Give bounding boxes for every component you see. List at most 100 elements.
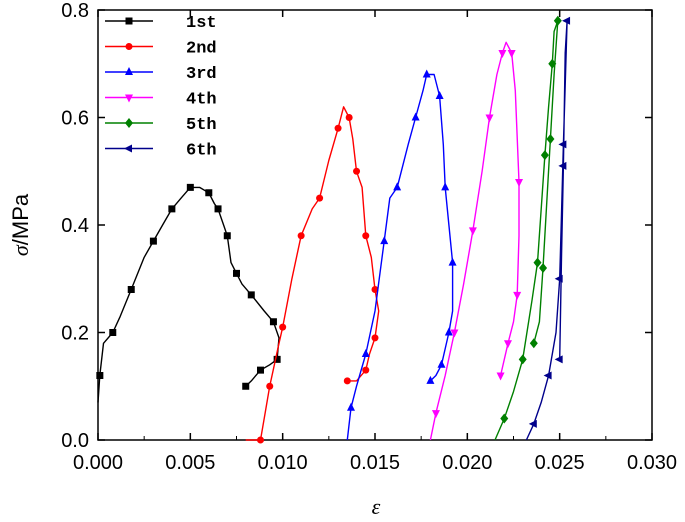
marker-triangle-up [125, 67, 133, 75]
marker-circle [353, 167, 361, 175]
marker-circle [343, 377, 351, 385]
marker-triangle-down [515, 179, 524, 187]
marker-circle [125, 43, 133, 50]
series-4th [429, 41, 524, 441]
y-tick-label: 0.6 [61, 108, 89, 130]
marker-triangle-up [448, 257, 457, 266]
series-5th [494, 15, 562, 441]
marker-diamond [548, 58, 557, 69]
marker-circle [334, 124, 342, 132]
legend-label: 2nd [186, 40, 217, 59]
marker-triangle-down [513, 291, 522, 300]
x-axis-label: ε [372, 494, 381, 519]
marker-triangle-left [558, 161, 567, 170]
legend-item: 5th [105, 116, 217, 135]
marker-square [242, 382, 250, 390]
marker-triangle-down [468, 227, 477, 236]
x-tick-label: 0.020 [442, 452, 492, 474]
marker-triangle-down [431, 410, 440, 419]
series-line [494, 20, 559, 441]
y-axis-label: σ/MPa [8, 193, 33, 256]
series-layer [96, 15, 571, 444]
marker-triangle-up [346, 402, 355, 411]
marker-circle [362, 366, 370, 374]
marker-triangle-up [380, 236, 389, 245]
marker-triangle-up [411, 112, 420, 121]
marker-diamond [533, 257, 542, 268]
marker-square [125, 17, 133, 25]
series-2nd [245, 106, 380, 444]
marker-square [257, 366, 265, 374]
marker-circle [371, 334, 379, 342]
legend-label: 4th [186, 91, 217, 110]
marker-circle [279, 323, 287, 331]
marker-square [273, 355, 281, 363]
y-tick-label: 0.0 [61, 430, 89, 452]
marker-diamond [539, 263, 548, 273]
marker-diamond [500, 413, 509, 424]
series-line [245, 106, 380, 441]
legend-item: 2nd [105, 40, 217, 59]
marker-triangle-up [393, 182, 402, 191]
x-tick-label: 0.025 [535, 452, 585, 474]
marker-diamond [540, 150, 549, 161]
marker-triangle-left [124, 144, 132, 153]
y-tick-label: 0.4 [61, 215, 89, 237]
marker-triangle-down [496, 372, 505, 381]
marker-square [214, 205, 222, 213]
marker-circle [266, 382, 274, 390]
x-tick-label: 0.000 [73, 452, 123, 474]
marker-triangle-down [503, 340, 512, 349]
y-axis-unit: /MPa [8, 193, 33, 245]
axes: 0.000 0.005 0.010 0.015 0.020 0.025 0.030 0.0 0.… [61, 0, 677, 474]
legend-item: 3rd [105, 65, 217, 84]
marker-triangle-up [441, 182, 450, 191]
marker-square [109, 329, 117, 336]
legend-item: 6th [105, 142, 217, 161]
marker-triangle-left [558, 140, 567, 149]
marker-diamond [553, 15, 562, 26]
series-3rd [346, 69, 457, 441]
marker-square [269, 318, 277, 326]
legend-label: 5th [186, 116, 217, 135]
legend-label: 1st [186, 14, 217, 33]
marker-triangle-up [361, 349, 370, 357]
marker-square [149, 237, 157, 245]
series-line [346, 73, 454, 441]
legend-item: 4th [105, 91, 217, 110]
plot-frame [97, 9, 653, 441]
marker-triangle-down [450, 329, 459, 338]
legend-label: 3rd [186, 65, 217, 84]
marker-triangle-left [554, 355, 563, 364]
series-line [429, 41, 520, 441]
marker-square [233, 269, 240, 277]
marker-circle [297, 232, 305, 240]
marker-square [127, 286, 135, 293]
y-tick-label: 0.2 [61, 323, 89, 345]
marker-triangle-up [422, 69, 431, 78]
marker-circle [316, 194, 324, 202]
marker-diamond [518, 354, 527, 365]
marker-triangle-left [554, 274, 563, 283]
marker-circle [345, 114, 353, 121]
marker-triangle-up [444, 327, 453, 336]
series-1st [96, 183, 281, 403]
x-tick-label: 0.015 [350, 452, 400, 474]
marker-diamond [125, 118, 133, 128]
marker-square [186, 183, 194, 191]
marker-triangle-left [528, 419, 537, 428]
marker-triangle-down [125, 94, 133, 103]
y-tick-label: 0.8 [61, 0, 89, 22]
x-tick-label: 0.030 [627, 452, 677, 474]
marker-triangle-left [543, 371, 552, 380]
marker-triangle-up [437, 359, 446, 368]
series-6th [525, 16, 571, 441]
marker-triangle-up [426, 375, 435, 384]
series-line [525, 20, 568, 441]
marker-square [223, 232, 231, 240]
marker-diamond [529, 338, 538, 349]
marker-diamond [546, 134, 555, 144]
x-tick-label: 0.010 [258, 452, 308, 474]
marker-circle [362, 232, 370, 240]
